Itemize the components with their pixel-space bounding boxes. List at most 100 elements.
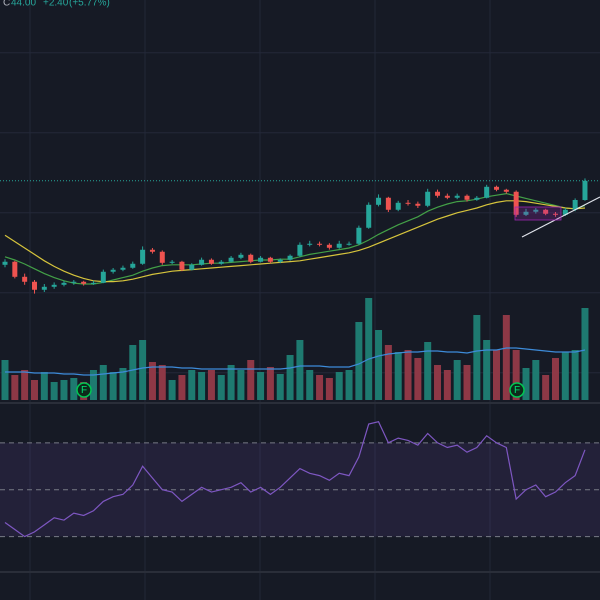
candle-body	[199, 259, 205, 265]
volume-bar	[355, 322, 363, 400]
candle-body	[552, 213, 558, 215]
candle-body	[543, 209, 549, 214]
candle-body	[169, 261, 175, 263]
volume-bar	[443, 370, 451, 400]
candle-body	[228, 257, 234, 262]
candle-body	[326, 244, 332, 248]
candle-body	[90, 282, 96, 284]
volume-bar	[99, 365, 107, 400]
candle-body	[208, 259, 214, 264]
volume-bar	[89, 370, 97, 400]
candle-body	[572, 200, 578, 210]
candle-body	[444, 195, 450, 198]
header: C 44.00 +2.40 (+5.77%)	[3, 0, 110, 9]
candle-body	[218, 261, 224, 264]
close-value: 44.00	[11, 0, 36, 9]
candle-body	[435, 191, 441, 196]
candle-body	[2, 261, 8, 265]
volume-bar	[325, 378, 333, 400]
candle-body	[159, 251, 165, 263]
volume-bar	[335, 372, 343, 400]
change: +2.40	[43, 0, 69, 9]
volume-bar	[266, 367, 274, 400]
volume-bar	[434, 365, 442, 400]
candle-body	[81, 281, 87, 284]
candle-body	[258, 257, 264, 262]
candle-body	[179, 261, 185, 270]
candle-body	[61, 282, 67, 285]
candle-body	[494, 186, 499, 190]
event-circle	[509, 382, 525, 398]
volume-bar	[286, 355, 294, 400]
rsi-line	[4, 421, 586, 538]
change-percent: (+5.77%)	[69, 0, 110, 9]
volume-bar	[316, 375, 324, 400]
volume-bar	[50, 382, 58, 400]
candle-body	[366, 204, 372, 228]
volume-bar	[296, 340, 304, 400]
volume-bar	[257, 372, 265, 400]
event-marker: F	[509, 382, 525, 398]
vertical-grid	[29, 0, 491, 600]
volume-bar	[168, 380, 176, 400]
event-circle	[76, 382, 92, 398]
candle-body	[297, 244, 303, 256]
candle-body	[346, 243, 352, 245]
candle-body	[238, 254, 244, 258]
volume-bar	[473, 315, 481, 400]
volume-bar	[30, 380, 38, 400]
volume-bar	[424, 342, 432, 400]
volume-bar	[188, 370, 196, 400]
volume-bar	[384, 345, 392, 400]
volume-bar	[70, 378, 78, 400]
volume-bar	[306, 370, 314, 400]
candle-body	[307, 243, 313, 245]
candle-body	[189, 264, 195, 270]
volume-bar	[227, 365, 235, 400]
volume-bar	[237, 370, 245, 400]
candle-body	[336, 243, 342, 248]
candle-body	[523, 211, 529, 215]
candle-body	[562, 209, 568, 215]
volume-bar	[345, 370, 353, 400]
candle-body	[267, 257, 273, 262]
event-label: F	[514, 385, 520, 396]
candle-body	[503, 189, 509, 192]
volume-bar	[522, 368, 530, 400]
close-label: C	[3, 0, 10, 9]
volume-bar	[158, 365, 166, 400]
volume-ma-line	[5, 347, 586, 376]
volume-bar	[561, 352, 569, 400]
candle-body	[484, 186, 490, 198]
volume-bar	[60, 380, 68, 400]
candle-body	[41, 286, 47, 290]
volume-bar	[1, 360, 9, 400]
volume-bar	[551, 358, 559, 400]
candle-body	[385, 197, 391, 210]
candle-body	[71, 281, 77, 283]
candle-body	[425, 191, 431, 206]
candle-body	[317, 243, 323, 245]
candle-body	[454, 195, 460, 198]
candle-body	[513, 191, 519, 215]
volume-bar	[276, 374, 284, 400]
candle-body	[277, 259, 283, 262]
candle-body	[582, 180, 588, 200]
candle-body	[22, 276, 28, 282]
candle-body	[474, 197, 480, 200]
highlight-box	[514, 206, 562, 221]
volume-bar	[178, 375, 186, 400]
volume-bar	[502, 315, 510, 400]
volume-bar	[129, 345, 137, 400]
candle-body	[120, 267, 126, 270]
volume-bar	[11, 375, 19, 400]
candle-body	[140, 249, 146, 264]
volume-bar	[198, 372, 206, 400]
price-pane	[0, 52, 600, 400]
volume-bar	[532, 360, 540, 400]
volume-bar	[453, 360, 461, 400]
candle-body	[464, 195, 470, 200]
candle-body	[248, 254, 254, 262]
candle-body	[31, 281, 37, 290]
